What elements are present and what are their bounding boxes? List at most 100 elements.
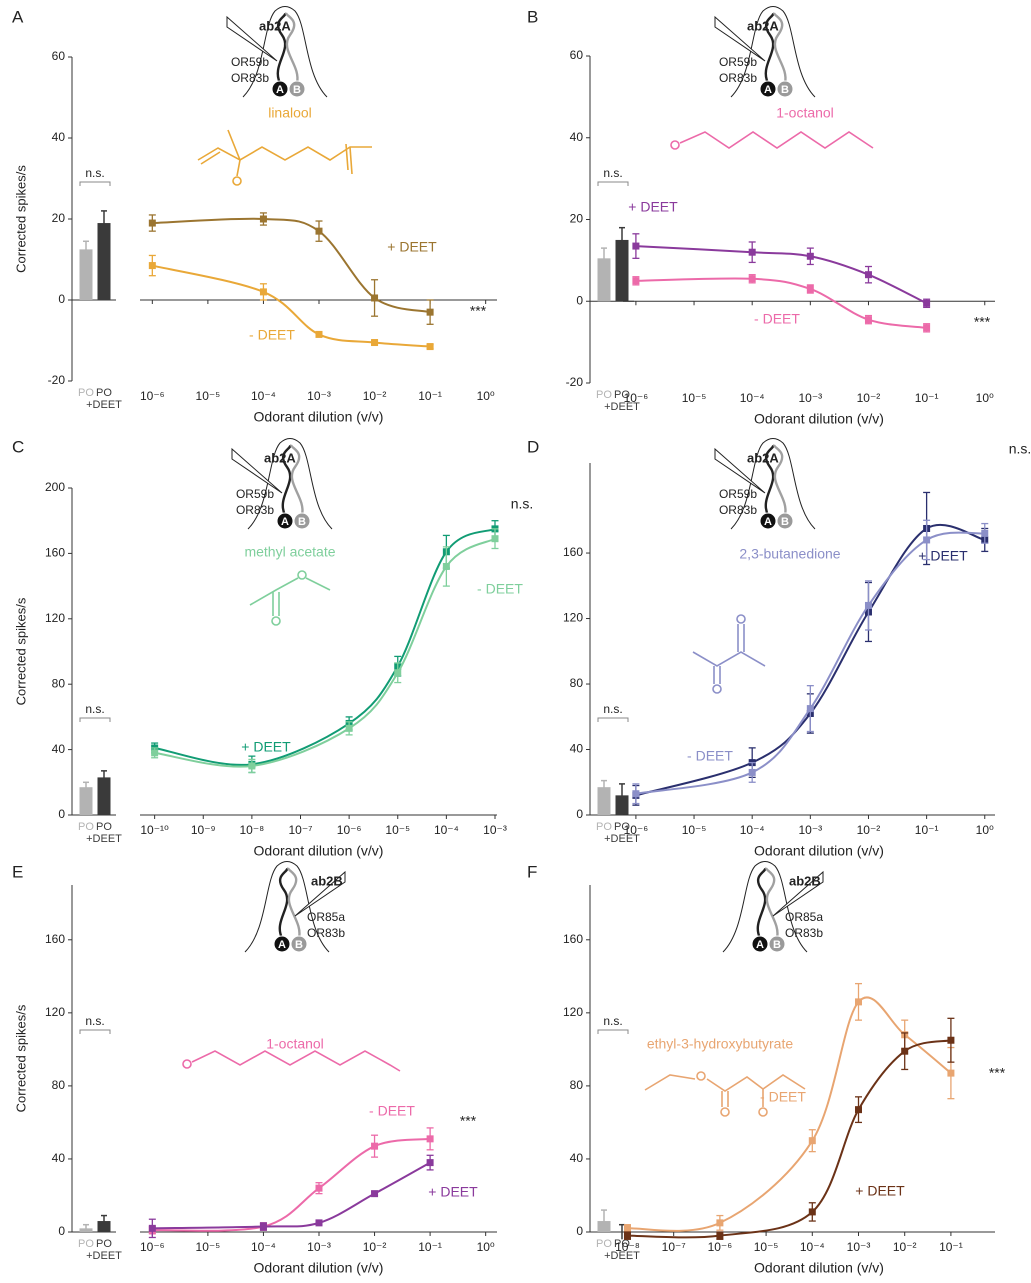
data-point	[148, 1224, 156, 1232]
series-line	[154, 537, 496, 768]
category-label-box: PO +DEET	[86, 821, 122, 845]
data-point	[426, 308, 434, 316]
y-tick-label: 0	[576, 1224, 583, 1238]
neuron-label: ab2A	[747, 18, 779, 33]
y-tick-label: 0	[576, 807, 583, 821]
x-axis-label: Odorant dilution (v/v)	[754, 1260, 884, 1276]
y-tick-label: 80	[52, 676, 66, 690]
x-tick-label: 10⁻⁶	[140, 389, 165, 403]
category-label-box: PO +DEET	[86, 387, 122, 411]
x-tick-label: PO +DEET	[86, 821, 122, 845]
x-tick-label: 10⁻³	[483, 823, 507, 837]
cell-body	[276, 512, 294, 530]
x-tick-label: 10⁻⁶	[624, 823, 649, 837]
electrode	[226, 15, 278, 62]
data-point	[371, 1190, 379, 1198]
significance-bracket	[79, 1029, 111, 1034]
y-tick-label: 160	[563, 932, 583, 946]
data-point	[864, 271, 872, 279]
cell-label: B	[781, 84, 789, 96]
series-line	[152, 1161, 431, 1230]
significance-label: n.s.	[85, 1014, 104, 1028]
y-tick-label: 40	[52, 742, 66, 756]
x-tick-label: 10⁻⁸	[240, 823, 265, 837]
y-tick-label: -20	[566, 375, 584, 389]
x-tick-label: 10⁻²	[857, 823, 881, 837]
receptor-label: OR83b	[719, 503, 757, 517]
significance-label: ***	[460, 1113, 477, 1129]
x-tick-label: 10⁻¹	[915, 823, 939, 837]
panel-label: E	[12, 862, 23, 881]
receptor-label: OR85a	[307, 910, 345, 924]
bar	[79, 249, 93, 300]
x-tick-label: 10⁻⁶	[708, 1240, 733, 1254]
cell-label: A	[764, 516, 772, 528]
receptor-label: OR83b	[307, 926, 345, 940]
x-tick-label: 10⁻⁷	[288, 823, 312, 837]
data-point	[923, 324, 931, 332]
dendrite-b	[764, 867, 779, 939]
bond	[197, 146, 372, 161]
cell-body	[759, 80, 777, 98]
x-tick-label: 10⁻⁴	[740, 391, 765, 405]
data-point	[151, 749, 159, 757]
cell-label: A	[764, 84, 772, 96]
y-tick-label: 40	[52, 1151, 66, 1165]
data-point	[315, 1219, 323, 1227]
x-tick-label: 10⁻⁷	[662, 1240, 686, 1254]
odorant-name: 1-octanol	[776, 105, 834, 121]
x-axis-label: Odorant dilution (v/v)	[254, 843, 384, 859]
x-tick-label: PO	[596, 1238, 612, 1250]
data-point	[981, 529, 989, 537]
y-tick-label: 120	[45, 611, 65, 625]
x-tick-label: 10⁻⁶	[624, 391, 649, 405]
x-tick-label: 10⁰	[477, 389, 495, 403]
data-point	[632, 790, 640, 798]
dendrite-b	[772, 12, 787, 84]
oxygen-atom	[232, 176, 242, 186]
receptor-label: OR59b	[231, 55, 269, 69]
x-tick-label: 10⁻⁴	[740, 823, 765, 837]
neuron-label: ab2A	[264, 450, 296, 465]
electrode	[714, 15, 766, 62]
cell-label: B	[781, 516, 789, 528]
series-label: - DEET	[687, 748, 733, 764]
data-point	[315, 330, 323, 338]
x-tick-label: PO +DEET	[86, 387, 122, 411]
x-tick-label: 10⁻²	[363, 389, 387, 403]
category-label-box: PO	[78, 387, 94, 399]
sensillum-outline	[730, 6, 816, 98]
x-tick-label: 10⁻¹	[939, 1240, 963, 1254]
receptor-label: OR83b	[231, 71, 269, 85]
series-line	[152, 264, 431, 348]
cell-body	[293, 512, 311, 530]
receptor-label: OR59b	[719, 487, 757, 501]
significance-label: n.s.	[1009, 441, 1031, 457]
data-point	[632, 277, 640, 285]
bar	[79, 787, 93, 815]
x-axis-label: Odorant dilution (v/v)	[754, 411, 884, 427]
category-label-box: PO	[78, 1238, 94, 1250]
oxygen-atom	[712, 684, 722, 694]
data-point	[259, 288, 267, 296]
x-axis-label: Odorant dilution (v/v)	[754, 843, 884, 859]
y-tick-label: 40	[570, 1151, 584, 1165]
oxygen-atom	[182, 1059, 192, 1069]
data-point	[632, 242, 640, 250]
data-point	[248, 762, 256, 770]
cell-label: A	[756, 939, 764, 951]
y-tick-label: 120	[563, 611, 583, 625]
x-tick-label: 10⁻⁴	[251, 1240, 276, 1254]
y-axis-label: Corrected spikes/s	[13, 1004, 28, 1112]
molecule-structure	[644, 1071, 806, 1117]
data-point	[371, 339, 379, 347]
significance-label: n.s.	[603, 1014, 622, 1028]
bond	[249, 577, 299, 606]
dendrite-a	[276, 12, 287, 84]
x-axis-label: Odorant dilution (v/v)	[254, 1260, 384, 1276]
bond	[236, 159, 241, 177]
sensillum-outline	[730, 438, 816, 530]
x-tick-label: 10⁻⁵	[196, 1240, 221, 1254]
